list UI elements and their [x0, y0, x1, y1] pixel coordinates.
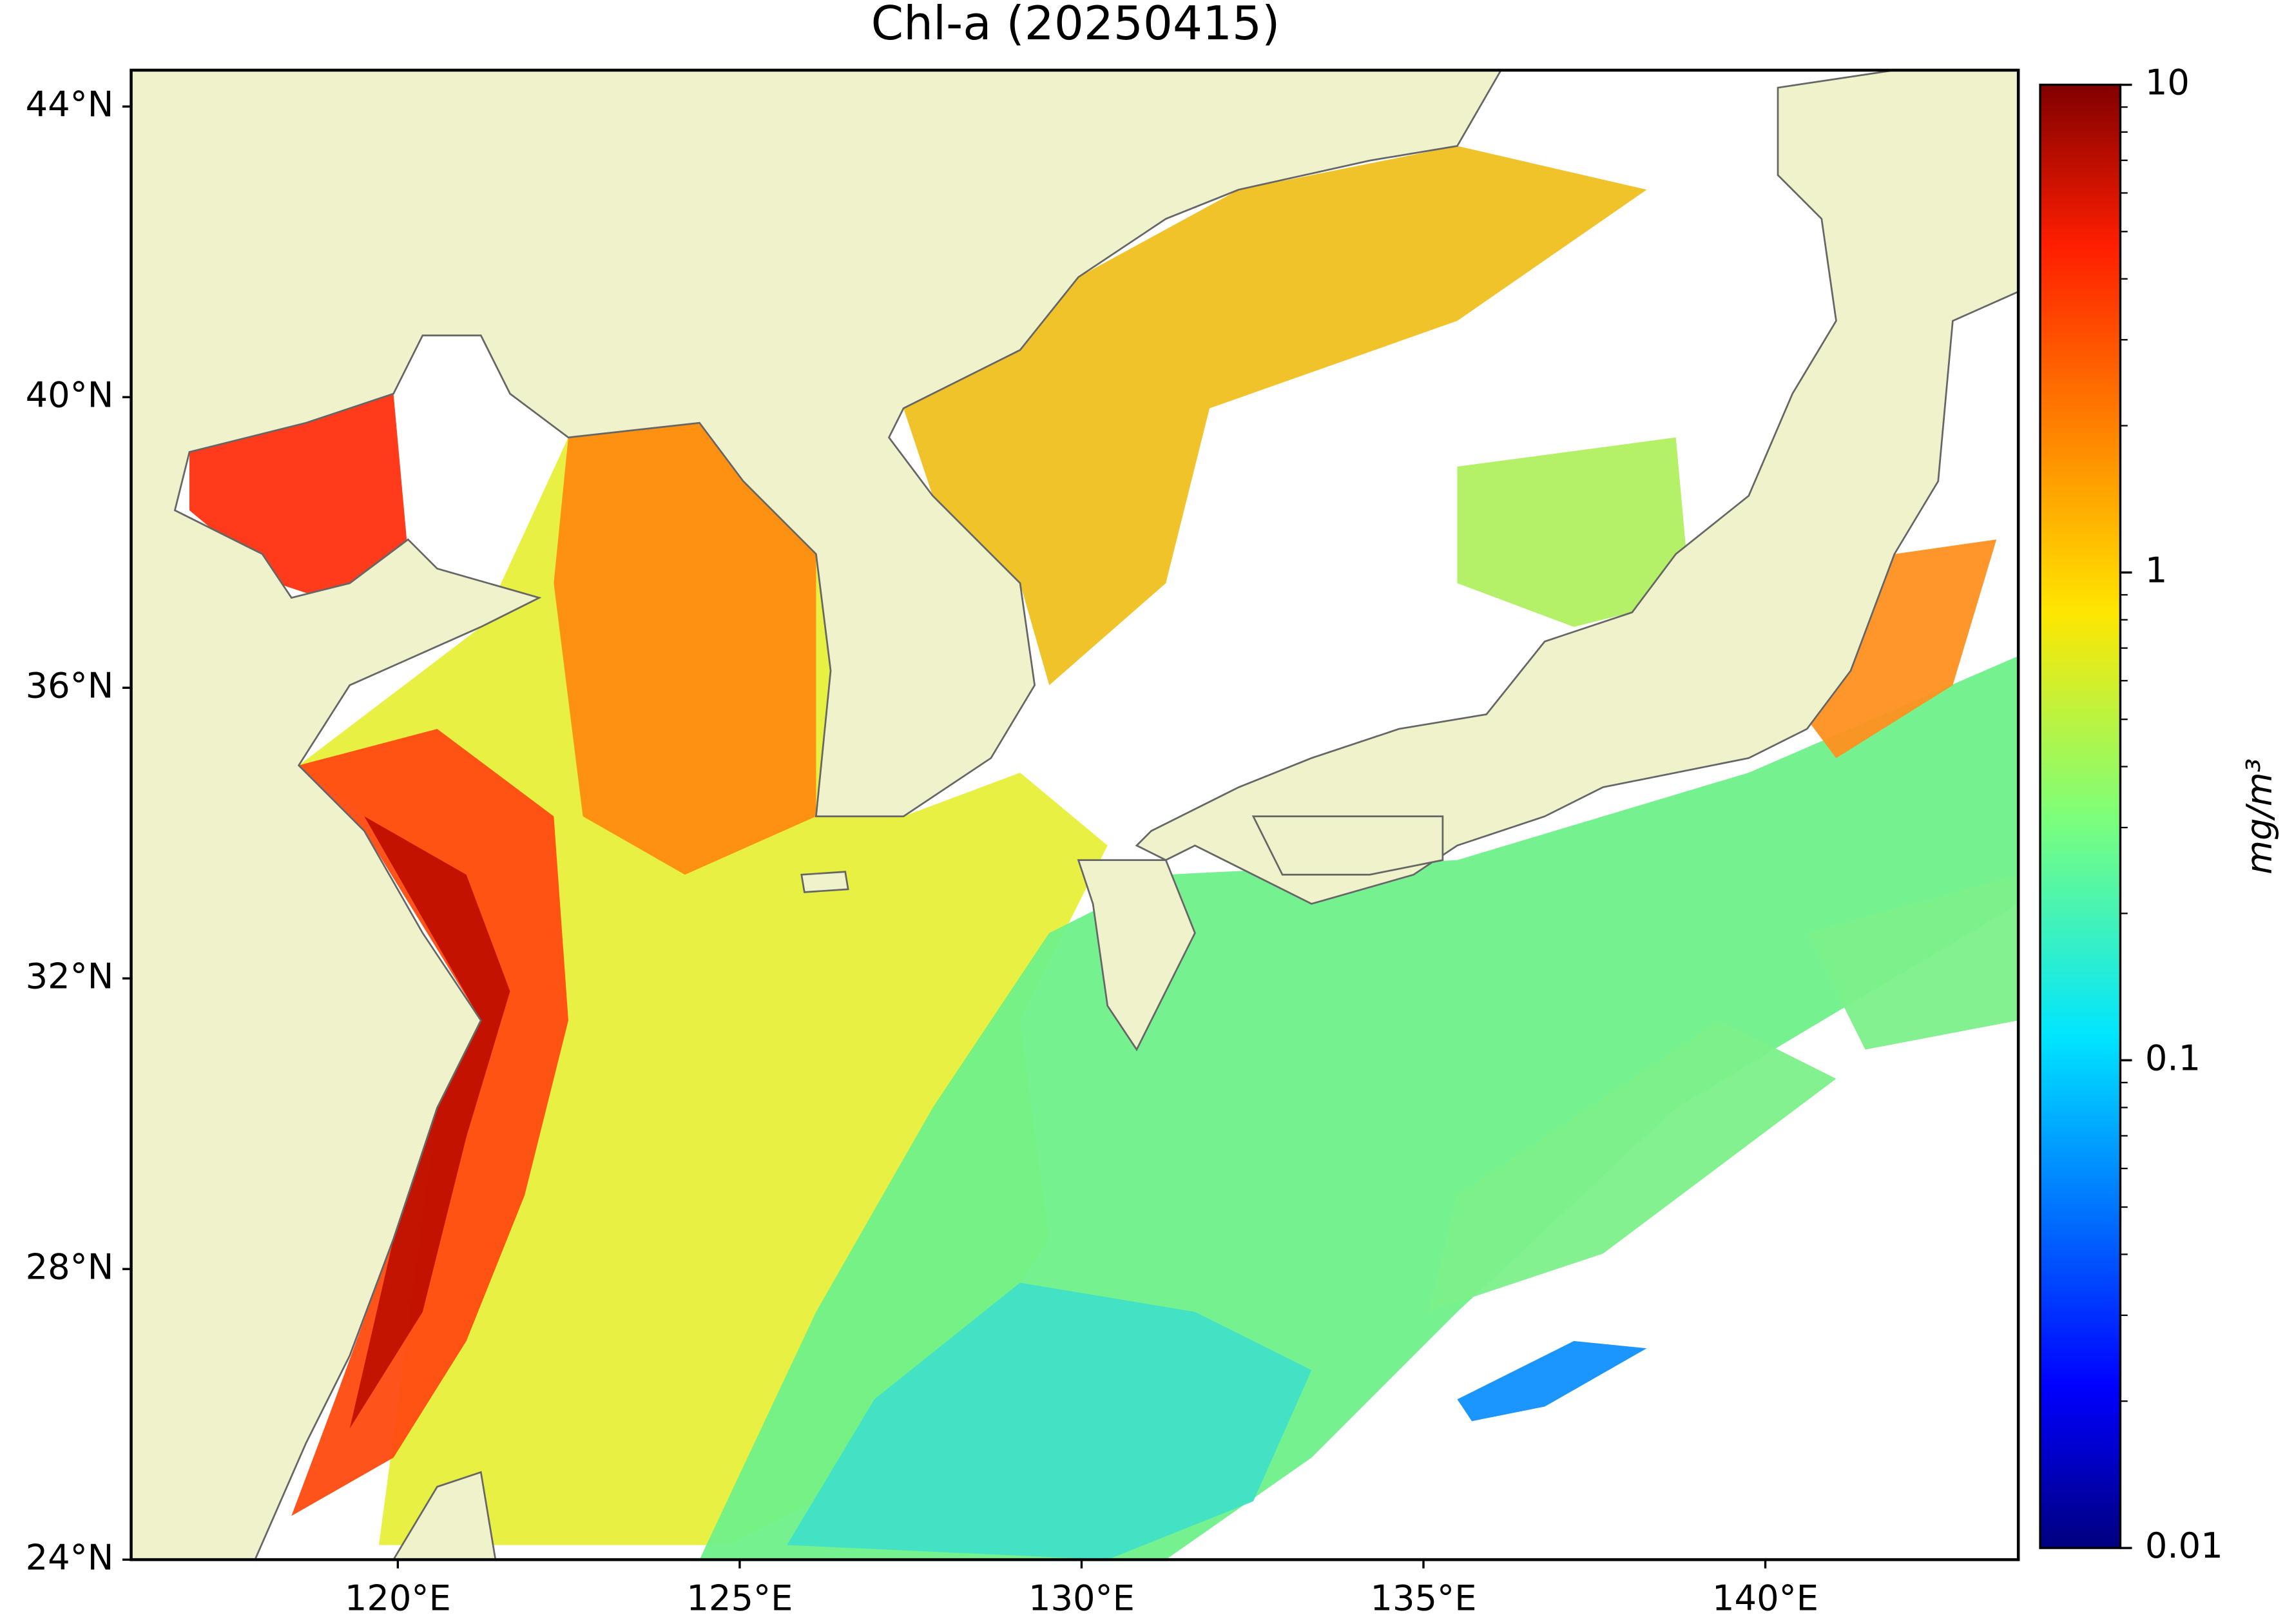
- colorbar-tick-label: 0.01: [2145, 1525, 2223, 1566]
- map-title: Chl-a (20250415): [871, 0, 1280, 51]
- colorbar-tick-label: 0.1: [2145, 1038, 2201, 1078]
- x-tick-label: 125°E: [686, 1578, 793, 1619]
- land: [1135, 70, 2019, 905]
- chlorophyll-patch: [1807, 875, 2019, 1050]
- chlorophyll-patch: [1457, 1340, 1647, 1422]
- land: [392, 1471, 497, 1560]
- y-tick-label: 32°N: [26, 956, 114, 996]
- chlorophyll-patch: [291, 729, 568, 1516]
- colorbar: [2039, 83, 2122, 1549]
- map-frame: [130, 68, 2020, 1561]
- chlorophyll-patch: [1428, 1020, 1837, 1312]
- x-tick-label: 135°E: [1370, 1578, 1476, 1619]
- colorbar-tick-label: 1: [2145, 550, 2168, 590]
- land: [1251, 815, 1444, 876]
- x-tick-label: 120°E: [345, 1578, 451, 1619]
- land: [1077, 859, 1196, 1052]
- chlorophyll-patch: [1457, 437, 1691, 627]
- colorbar-label: mg/m³: [2239, 759, 2280, 875]
- chlorophyll-patch: [349, 816, 510, 1429]
- y-tick-label: 44°N: [26, 84, 114, 124]
- x-tick-label: 130°E: [1028, 1578, 1135, 1619]
- chlorophyll-patch: [903, 146, 1647, 686]
- colorbar-tick-label: 10: [2145, 63, 2190, 103]
- land: [131, 70, 1502, 1560]
- chlorophyll-patch: [787, 1282, 1312, 1560]
- chlorophyll-patch: [1792, 539, 1997, 759]
- chlorophyll-patch: [554, 423, 816, 875]
- y-tick-label: 24°N: [26, 1537, 114, 1578]
- y-tick-label: 36°N: [26, 665, 114, 706]
- y-tick-label: 28°N: [26, 1246, 114, 1287]
- y-tick-label: 40°N: [26, 374, 114, 415]
- x-tick-label: 140°E: [1712, 1578, 1818, 1619]
- land: [800, 871, 849, 893]
- map-area: [131, 70, 2019, 1560]
